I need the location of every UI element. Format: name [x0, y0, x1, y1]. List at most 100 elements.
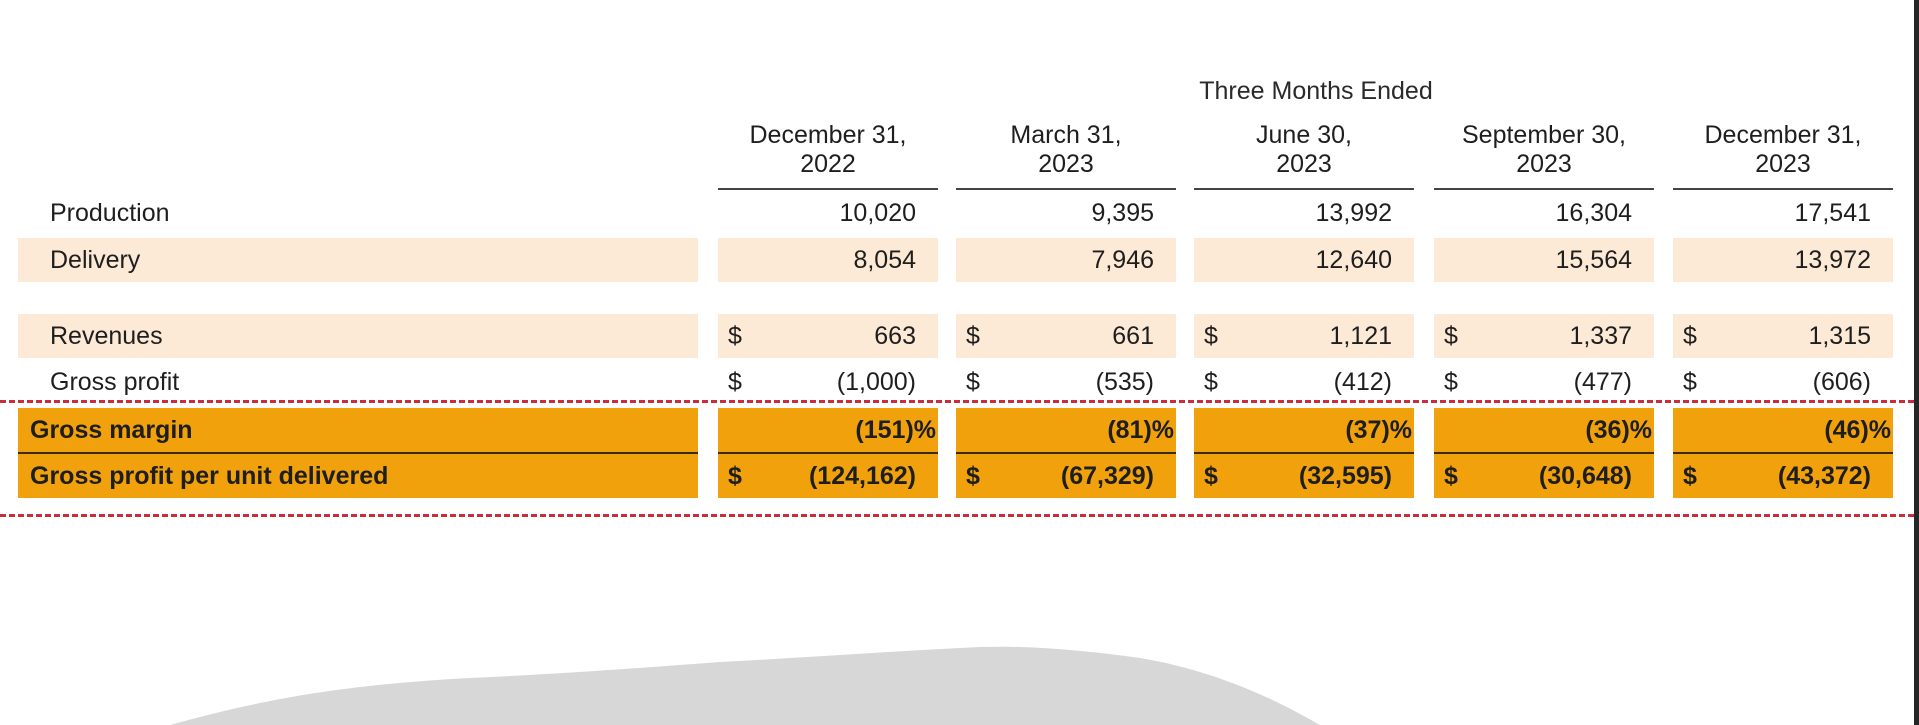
row-label-delivery: Delivery [18, 238, 698, 282]
production-cell-3: 13,992 [1194, 191, 1414, 235]
cell-value: 8,054 [853, 246, 916, 274]
gross-margin-cell-3: (37)% [1194, 408, 1414, 452]
column-header-line2: 2023 [1755, 150, 1811, 178]
gross-margin-cell-5: (46)% [1673, 408, 1893, 452]
column-header-line1: June 30, [1256, 121, 1352, 149]
cell-value: 1,121 [1329, 322, 1392, 350]
row-separator [18, 452, 698, 454]
gross-profit-per-unit-cell-5: $ (43,372) [1673, 454, 1893, 498]
delivery-cell-4: 15,564 [1434, 238, 1654, 282]
column-header-2: March 31, 2023 [956, 121, 1176, 190]
highlight-dashed-border-top [0, 400, 1914, 403]
revenues-cell-2: $661 [956, 314, 1176, 358]
currency-symbol: $ [728, 368, 742, 396]
currency-symbol: $ [728, 462, 742, 490]
currency-symbol: $ [966, 462, 980, 490]
cell-value: (1,000) [836, 368, 916, 396]
gross-profit-cell-3: $ (412) [1194, 360, 1414, 404]
cell-value: 1,315 [1808, 322, 1871, 350]
background-shape-image [170, 646, 1320, 725]
delivery-cell-1: 8,054 [718, 238, 938, 282]
row-label-gross-profit-per-unit: Gross profit per unit delivered [18, 454, 698, 498]
delivery-cell-2: 7,946 [956, 238, 1176, 282]
row-separator [956, 452, 1176, 454]
cell-value: (477) [1573, 368, 1632, 396]
cell-value: 16,304 [1555, 199, 1632, 227]
cell-value: (37)% [1345, 416, 1412, 444]
gross-margin-cell-2: (81)% [956, 408, 1176, 452]
row-separator [1434, 452, 1654, 454]
currency-symbol: $ [966, 368, 980, 396]
currency-symbol: $ [1683, 368, 1697, 396]
row-separator [718, 452, 938, 454]
revenues-cell-5: $1,315 [1673, 314, 1893, 358]
currency-symbol: $ [1444, 462, 1458, 490]
column-header-line1: March 31, [1010, 121, 1122, 149]
column-header-line2: 2022 [800, 150, 856, 178]
currency-symbol: $ [1683, 462, 1697, 490]
currency-symbol: $ [1444, 368, 1458, 396]
gross-margin-cell-4: (36)% [1434, 408, 1654, 452]
window-edge [1914, 0, 1919, 725]
currency-symbol: $ [1204, 368, 1218, 396]
column-header-4: September 30, 2023 [1434, 121, 1654, 190]
production-cell-5: 17,541 [1673, 191, 1893, 235]
row-separator [1194, 452, 1414, 454]
cell-value: (32,595) [1298, 462, 1392, 490]
gross-profit-cell-2: $ (535) [956, 360, 1176, 404]
cell-value: (30,648) [1538, 462, 1632, 490]
production-cell-2: 9,395 [956, 191, 1176, 235]
revenues-cell-1: $663 [718, 314, 938, 358]
cell-value: (67,329) [1060, 462, 1154, 490]
column-header-line1: December 31, [749, 121, 907, 149]
cell-value: 9,395 [1091, 199, 1154, 227]
cell-value: 10,020 [839, 199, 916, 227]
revenues-cell-4: $1,337 [1434, 314, 1654, 358]
cell-value: 17,541 [1794, 199, 1871, 227]
column-header-1: December 31, 2022 [718, 121, 938, 190]
row-label-gross-margin: Gross margin [18, 408, 698, 452]
cell-value: (606) [1812, 368, 1871, 396]
cell-value: (36)% [1585, 416, 1652, 444]
row-separator [1673, 452, 1893, 454]
currency-symbol: $ [966, 322, 980, 350]
column-header-line2: 2023 [1276, 150, 1332, 178]
delivery-cell-5: 13,972 [1673, 238, 1893, 282]
column-header-3: June 30, 2023 [1194, 121, 1414, 190]
cell-value: 15,564 [1555, 246, 1632, 274]
cell-value: (412) [1333, 368, 1392, 396]
currency-symbol: $ [1204, 322, 1218, 350]
cell-value: 7,946 [1091, 246, 1154, 274]
gross-margin-cell-1: (151)% [718, 408, 938, 452]
currency-symbol: $ [728, 322, 742, 350]
column-header-line1: September 30, [1462, 121, 1626, 149]
table-super-header: Three Months Ended [1199, 77, 1433, 105]
currency-symbol: $ [1204, 462, 1218, 490]
cell-value: 13,992 [1315, 199, 1392, 227]
gross-profit-per-unit-cell-1: $ (124,162) [718, 454, 938, 498]
gross-profit-per-unit-cell-4: $ (30,648) [1434, 454, 1654, 498]
gross-profit-cell-1: $ (1,000) [718, 360, 938, 404]
cell-value: (46)% [1824, 416, 1891, 444]
currency-symbol: $ [1683, 322, 1697, 350]
revenues-cell-3: $1,121 [1194, 314, 1414, 358]
production-cell-1: 10,020 [718, 191, 938, 235]
gross-profit-cell-4: $ (477) [1434, 360, 1654, 404]
column-header-5: December 31, 2023 [1673, 121, 1893, 190]
row-label-production: Production [50, 199, 170, 227]
cell-value: 1,337 [1569, 322, 1632, 350]
column-header-line1: December 31, [1704, 121, 1862, 149]
cell-value: (81)% [1107, 416, 1174, 444]
cell-value: 13,972 [1794, 246, 1871, 274]
currency-symbol: $ [1444, 322, 1458, 350]
gross-profit-per-unit-cell-3: $ (32,595) [1194, 454, 1414, 498]
production-cell-4: 16,304 [1434, 191, 1654, 235]
cell-value: (151)% [855, 416, 936, 444]
cell-value: 661 [1112, 322, 1154, 350]
cell-value: (43,372) [1777, 462, 1871, 490]
column-header-line2: 2023 [1516, 150, 1572, 178]
column-header-line2: 2023 [1038, 150, 1094, 178]
cell-value: 663 [874, 322, 916, 350]
cell-value: (535) [1095, 368, 1154, 396]
cell-value: (124,162) [808, 462, 916, 490]
